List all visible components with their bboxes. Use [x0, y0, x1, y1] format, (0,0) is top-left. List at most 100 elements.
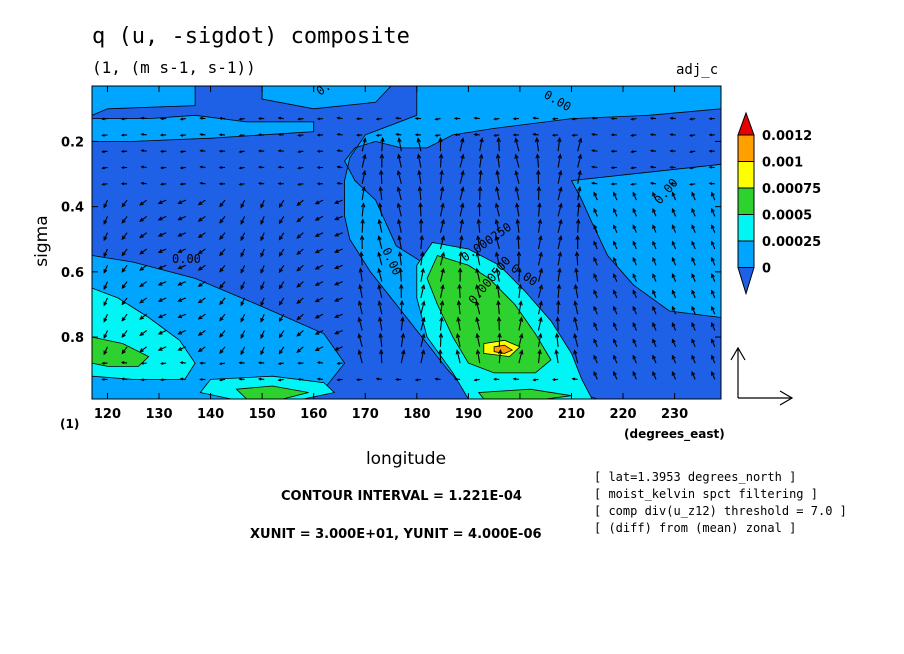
wind-arrow-head [316, 166, 321, 169]
wind-arrow [536, 185, 542, 201]
wind-arrow-head [458, 251, 464, 257]
wind-arrow [360, 202, 366, 217]
wind-arrow-head [297, 377, 301, 381]
wind-arrow-head [495, 267, 500, 273]
wind-arrow-head [708, 117, 713, 121]
wind-arrow-shaft [439, 301, 444, 315]
wind-arrow-shaft [497, 154, 500, 168]
wind-arrow-head [103, 334, 108, 339]
wind-arrow-shaft [103, 297, 109, 306]
wind-arrow [535, 153, 540, 168]
wind-arrow-head [571, 377, 576, 381]
wind-arrow-head [532, 378, 536, 382]
wind-arrow-head [277, 116, 282, 120]
wind-arrow [494, 235, 500, 250]
wind-arrow-shaft [240, 313, 246, 322]
wind-arrow [257, 181, 265, 185]
wind-arrow [219, 264, 226, 273]
wind-arrow-head [157, 249, 163, 253]
wind-arrow-shaft [334, 329, 343, 335]
wind-arrow-shaft [399, 252, 402, 266]
wind-arrow-shaft [315, 264, 324, 270]
wind-arrow [691, 207, 696, 217]
contour-region [493, 344, 514, 354]
wind-arrow [377, 202, 383, 217]
wind-arrow [556, 283, 562, 298]
wind-arrow [260, 199, 265, 209]
x-tick-label: 200 [506, 407, 533, 422]
wind-arrow-shaft [613, 274, 618, 282]
wind-arrow [518, 332, 524, 347]
wind-arrow-head [179, 133, 184, 137]
wind-arrow-shaft [537, 301, 543, 315]
wind-arrow-head [593, 305, 598, 311]
wind-arrow-shaft [477, 219, 481, 233]
wind-arrow-head [179, 117, 184, 121]
wind-arrow [179, 361, 186, 365]
wind-arrow [103, 248, 109, 258]
wind-arrow-head [554, 332, 560, 338]
wind-arrow [610, 166, 617, 170]
wind-arrow-head [177, 216, 183, 221]
wind-arrow-shaft [397, 171, 402, 184]
wind-arrow [652, 370, 657, 380]
y-tick-label: 0.2 [61, 135, 84, 150]
wind-arrow [495, 283, 501, 298]
wind-arrow-shaft [498, 350, 502, 364]
wind-arrow [157, 215, 167, 221]
wind-arrow-head [591, 116, 595, 120]
wind-arrow-shaft [139, 248, 148, 255]
wind-arrow-head [593, 338, 598, 344]
wind-arrow [336, 116, 343, 120]
wind-arrow-head [440, 283, 445, 290]
y-axis-label: sigma [32, 215, 52, 266]
wind-arrow-head [197, 299, 203, 304]
wind-arrow-shaft [537, 333, 542, 347]
wind-arrow [439, 218, 445, 233]
wind-arrow [219, 313, 226, 322]
wind-arrow-shaft [652, 208, 657, 217]
wind-arrow-head [334, 314, 339, 319]
wind-arrow-shaft [476, 285, 481, 299]
wind-arrow-head [420, 267, 425, 273]
wind-arrow-shaft [593, 208, 598, 217]
wind-arrow-shaft [556, 333, 559, 347]
wind-arrow-shaft [671, 306, 677, 315]
chart-subtitle: (1, (m s-1, s-1)) [92, 58, 256, 77]
wind-arrow-head [401, 349, 406, 355]
wind-arrow-head [121, 202, 126, 208]
wind-arrow-head [399, 299, 405, 306]
wind-arrow-shaft [459, 203, 464, 217]
wind-arrow-head [420, 349, 426, 355]
wind-arrow-shaft [103, 199, 109, 208]
wind-arrow [358, 267, 364, 282]
wind-arrow [494, 218, 500, 233]
wind-arrow [278, 199, 285, 208]
wind-arrow-shaft [515, 138, 520, 152]
wind-arrow [689, 117, 696, 121]
wind-arrow [160, 362, 167, 365]
wind-arrow [399, 299, 405, 315]
wind-arrow-head [278, 235, 283, 241]
wind-arrow-head [414, 116, 419, 120]
wind-arrow-head [691, 273, 696, 278]
wind-arrow [613, 354, 618, 364]
wind-arrow-head [632, 191, 637, 197]
wind-arrow-shaft [103, 265, 109, 273]
wind-arrow-shaft [691, 371, 696, 380]
wind-arrow-head [630, 117, 634, 121]
x-tick-label: 180 [403, 407, 430, 422]
wind-arrow-head [219, 349, 224, 355]
wind-arrow-head [362, 153, 367, 159]
wind-arrow-shaft [516, 219, 520, 233]
wind-arrow-head [103, 252, 108, 258]
wind-arrow-shaft [711, 257, 716, 266]
wind-arrow-head [157, 346, 163, 351]
wind-arrow-shaft [296, 232, 304, 239]
wind-arrow [277, 182, 284, 186]
wind-arrow-shaft [418, 170, 422, 184]
wind-arrow [400, 332, 406, 347]
wind-arrow-head [121, 235, 126, 241]
wind-arrow [652, 305, 657, 315]
wind-arrow [336, 132, 343, 136]
